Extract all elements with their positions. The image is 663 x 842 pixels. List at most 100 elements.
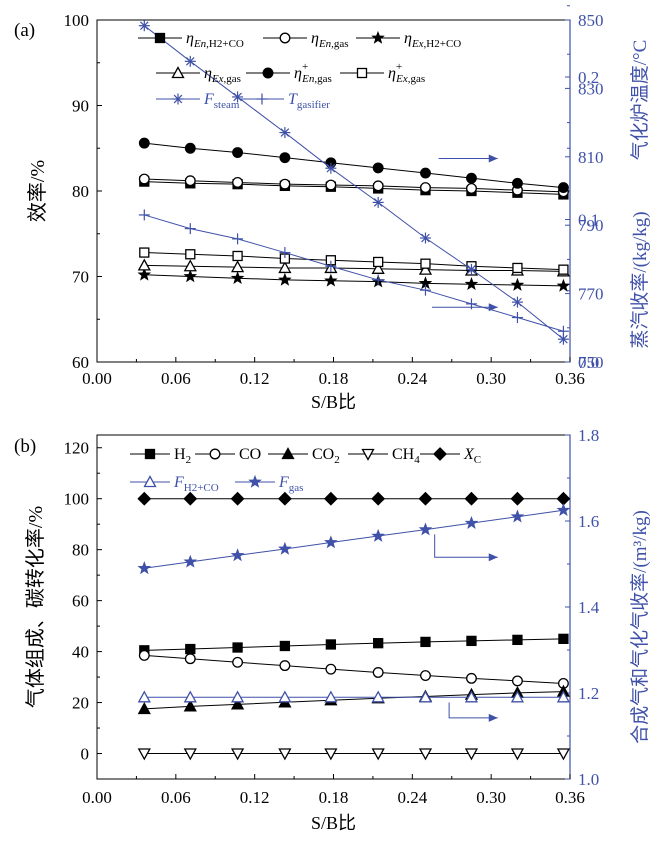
y2-axis-label: 合成气和气化气收率/(m³/kg) xyxy=(629,510,651,744)
point-co xyxy=(184,653,196,665)
point-h2 xyxy=(466,635,477,647)
point-co xyxy=(420,670,431,681)
legend-label-t_gasifier: Tgasifier xyxy=(288,91,330,111)
legend-marker-eta_en_gas xyxy=(279,32,291,44)
point-eta_en_gas_plus xyxy=(466,172,477,184)
point-f_steam xyxy=(184,55,196,67)
point-eta_en_gas_plus xyxy=(511,177,523,189)
series-line-co2 xyxy=(144,691,564,710)
legend-label-h2: H2 xyxy=(174,446,191,466)
legend-marker-xc xyxy=(433,447,447,461)
x-tick-label: 0.30 xyxy=(476,369,506,388)
point-co xyxy=(372,667,384,678)
x-tick-label: 0.12 xyxy=(240,788,270,807)
point-ch4 xyxy=(137,748,151,761)
steam-tick-label: 0.0 xyxy=(578,353,599,372)
legend-label-eta_ex_h2co: ηEx,H2+CO xyxy=(404,30,461,50)
point-f_h2co xyxy=(324,690,338,703)
legend-marker-eta_ex_h2co xyxy=(371,30,385,44)
temp-tick-label: 790 xyxy=(578,216,604,235)
point-eta_ex_h2co xyxy=(230,271,245,285)
point-eta_ex_gas xyxy=(230,260,245,273)
point-f_gas xyxy=(278,541,292,555)
point-h2 xyxy=(325,639,337,650)
arrow-line xyxy=(448,702,498,719)
panel-a: 0.00 0.06 0.12 0.18 0.24 0.30 0.36 60 70 80 90 100 7… xyxy=(14,5,651,412)
y2-tick-label: 1.4 xyxy=(578,598,600,617)
point-f_steam xyxy=(372,196,384,208)
point-eta_en_gas_plus xyxy=(420,167,431,179)
point-xc xyxy=(323,491,338,506)
point-eta_en_gas_plus xyxy=(279,152,291,164)
temp-tick-label: 850 xyxy=(578,11,604,30)
point-h2 xyxy=(420,636,431,648)
point-ch4 xyxy=(556,748,571,761)
point-eta_en_gas_plus xyxy=(232,147,244,158)
y-axis-label: 效率/% xyxy=(26,160,49,222)
point-eta_ex_h2co xyxy=(464,277,479,290)
point-ch4 xyxy=(230,748,245,761)
point-co xyxy=(466,672,477,684)
point-f_h2co xyxy=(371,690,385,703)
arrow-head xyxy=(488,553,498,562)
arrow-line xyxy=(434,534,498,558)
point-ch4 xyxy=(183,748,197,761)
point-eta_en_gas xyxy=(138,173,150,185)
point-h2 xyxy=(279,640,291,652)
point-f_gas xyxy=(418,522,433,536)
point-eta_ex_h2co xyxy=(278,272,292,286)
y-tick-label: 80 xyxy=(72,182,89,201)
plot-frame xyxy=(96,434,571,780)
legend-marker-co2 xyxy=(281,447,295,460)
legend-label-f_h2co: FH2+CO xyxy=(173,474,219,494)
x-tick-label: 0.06 xyxy=(161,788,191,807)
x-axis-label: S/B比 xyxy=(311,813,356,833)
point-eta_ex_h2co xyxy=(556,278,571,292)
point-f_steam xyxy=(232,91,244,103)
point-f_gas xyxy=(324,535,338,549)
series-line-t_gasifier xyxy=(144,214,564,332)
point-eta_ex_h2co xyxy=(183,269,198,283)
y-tick-label: 40 xyxy=(72,643,89,662)
point-xc xyxy=(183,491,198,506)
legend-marker-eta_en_h2co xyxy=(154,32,166,44)
point-eta_ex_h2co xyxy=(324,273,338,287)
point-co2 xyxy=(230,697,245,710)
point-co2 xyxy=(183,699,197,712)
point-co xyxy=(138,649,150,661)
point-f_gas xyxy=(556,503,571,517)
point-t_gasifier xyxy=(279,247,291,259)
point-f_gas xyxy=(464,515,479,529)
legend-marker-f_h2co xyxy=(143,475,157,488)
point-co xyxy=(325,663,337,675)
point-eta_en_gas xyxy=(184,175,196,187)
y2-axis-label-temp: 气化炉温度/°C xyxy=(629,40,651,161)
legend-label-f_steam: Fsteam xyxy=(203,91,240,111)
temp-tick-label: 810 xyxy=(578,148,604,167)
point-f_h2co xyxy=(510,690,525,703)
point-eta_ex_gas_plus xyxy=(512,262,523,274)
point-f_h2co xyxy=(137,690,151,703)
point-eta_en_gas xyxy=(279,178,291,190)
legend-label-eta_en_h2co: ηEn,H2+CO xyxy=(186,30,244,50)
series-line-eta_en_gas_plus xyxy=(144,142,564,189)
point-co xyxy=(511,675,523,687)
point-f_steam xyxy=(325,162,337,174)
point-t_gasifier xyxy=(511,312,523,324)
legend-marker-f_gas xyxy=(248,474,262,488)
y-tick-label: 60 xyxy=(72,592,89,611)
legend-label-ch4: CH4 xyxy=(392,446,420,466)
point-eta_ex_gas_plus xyxy=(558,264,569,275)
x-tick-label: 0.24 xyxy=(397,369,427,388)
temp-tick-label: 750 xyxy=(578,353,604,372)
point-t_gasifier xyxy=(325,260,337,272)
point-t_gasifier xyxy=(419,284,431,296)
arrow-head xyxy=(488,713,498,722)
point-h2 xyxy=(185,643,196,655)
point-eta_ex_gas xyxy=(183,259,197,272)
x-tick-label: 0.36 xyxy=(555,788,585,807)
y-tick-label: 80 xyxy=(72,541,89,560)
series-line-h2 xyxy=(144,638,564,651)
point-ch4 xyxy=(278,748,292,761)
